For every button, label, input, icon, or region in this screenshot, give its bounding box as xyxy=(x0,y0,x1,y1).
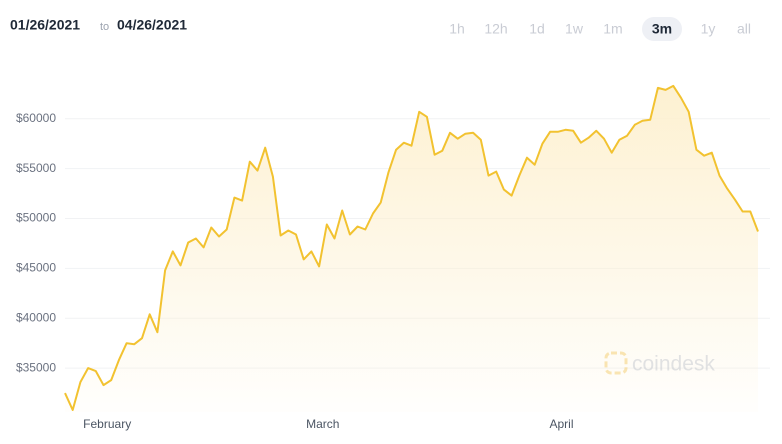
x-tick-label: April xyxy=(549,417,573,431)
area-fill xyxy=(65,85,758,413)
y-tick-label: $60000 xyxy=(16,111,56,125)
range-button[interactable]: 1y xyxy=(701,21,716,37)
plot xyxy=(64,84,759,413)
watermark-icon xyxy=(604,351,628,375)
x-axis: February March April xyxy=(83,417,573,431)
range-button[interactable]: 1m xyxy=(603,21,622,37)
x-tick-label: February xyxy=(83,417,131,431)
y-tick-label: $50000 xyxy=(16,211,56,225)
range-button-bg xyxy=(642,17,682,41)
y-tick-label: $55000 xyxy=(16,161,56,175)
range-button[interactable]: 1d xyxy=(529,21,545,37)
range-button[interactable]: all xyxy=(737,21,751,37)
watermark-text: coindesk xyxy=(632,353,715,376)
x-tick-label: March xyxy=(306,417,339,431)
y-tick-label: $35000 xyxy=(16,360,56,374)
watermark: coindesk xyxy=(604,351,715,376)
range-button[interactable]: 1w xyxy=(565,21,584,37)
date-until: 04/26/2021 xyxy=(117,17,187,33)
range-button[interactable]: 3m xyxy=(652,21,672,37)
range-buttons: 1h 12h 1d 1w 1m 3m 1y all xyxy=(449,17,751,41)
range-button[interactable]: 1h xyxy=(449,21,465,37)
price-line xyxy=(64,84,759,411)
date-from: 01/26/2021 xyxy=(10,17,80,33)
range-button[interactable]: 12h xyxy=(484,21,507,37)
y-tick-label: $40000 xyxy=(16,310,56,324)
y-tick-label: $45000 xyxy=(16,261,56,275)
date-joiner: to xyxy=(100,21,109,33)
